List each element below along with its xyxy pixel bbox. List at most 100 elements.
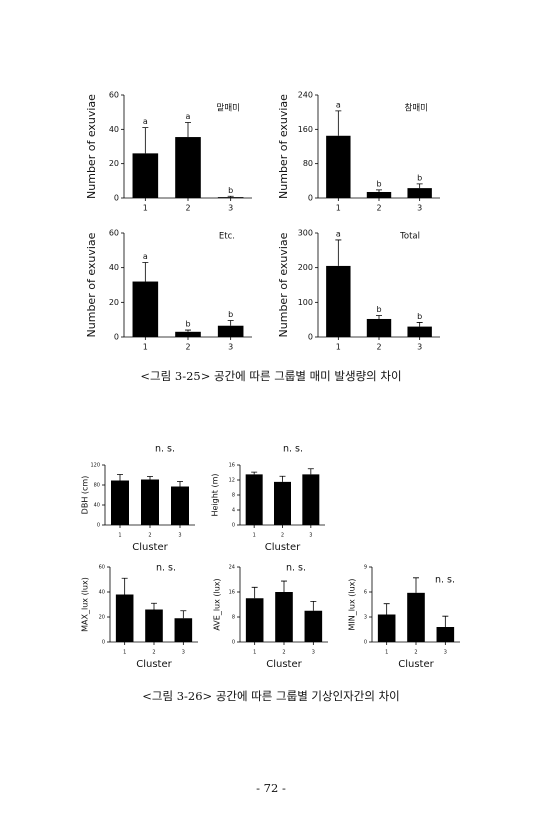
y-tick-label: 8 [232, 615, 235, 621]
error-bar [117, 474, 123, 481]
x-tick-label: 3 [312, 650, 315, 656]
chart-label: n. s. [435, 575, 455, 586]
x-tick-label: 1 [385, 650, 388, 656]
x-tick-label: 2 [148, 533, 151, 539]
significance-letter: b [228, 310, 233, 319]
x-tick-label: 1 [123, 650, 126, 656]
chart-label: n. s. [155, 444, 175, 455]
x-tick-label: 3 [444, 650, 447, 656]
y-tick-label: 80 [94, 483, 100, 489]
error-bar [151, 602, 157, 610]
y-tick-label: 40 [109, 263, 119, 272]
y-tick-label: 20 [109, 298, 119, 307]
significance-letter: b [376, 179, 381, 188]
x-tick-label: 2 [185, 343, 190, 352]
error-bar [227, 320, 234, 326]
error-bar [413, 577, 419, 593]
bar [132, 153, 159, 198]
y-tick-label: 0 [308, 333, 313, 342]
significance-letter: a [143, 252, 148, 261]
x-tick-label: 1 [253, 533, 256, 539]
bar [132, 281, 159, 337]
chart-label: 말매미 [217, 103, 240, 114]
y-tick-label: 160 [298, 125, 313, 134]
bar [407, 188, 432, 198]
bar [217, 325, 244, 337]
bar [245, 598, 264, 642]
x-tick-label: 2 [185, 204, 190, 213]
error-bar [376, 189, 382, 192]
chart-label: n. s. [156, 563, 176, 574]
bar [111, 480, 129, 525]
error-bar [335, 110, 342, 136]
error-bar [147, 476, 153, 480]
error-bar [142, 127, 149, 154]
y-tick-label: 0 [364, 640, 367, 646]
bar [145, 609, 163, 642]
x-tick-label: 3 [178, 533, 181, 539]
y-tick-label: 60 [109, 91, 119, 100]
x-tick-label: 2 [376, 204, 381, 213]
y-tick-label: 20 [99, 615, 105, 621]
bar [302, 474, 320, 525]
y-tick-label: 40 [109, 125, 119, 134]
chart-label: n. s. [286, 563, 306, 574]
y-tick-label: 0 [232, 640, 235, 646]
y-tick-label: 100 [298, 298, 313, 307]
y-tick-label: 60 [109, 229, 119, 238]
error-bar [227, 195, 234, 198]
y-tick-label: 16 [229, 463, 235, 469]
x-axis-title: Cluster [265, 542, 301, 553]
y-axis-title: DBH (cm) [81, 476, 90, 515]
error-bar [121, 577, 128, 595]
error-bar [376, 315, 382, 319]
error-bar [185, 122, 191, 138]
y-tick-label: 16 [229, 590, 235, 596]
y-axis-title: AVE_lux (lux) [213, 578, 222, 630]
bar [407, 592, 425, 642]
y-tick-label: 0 [308, 194, 313, 203]
y-tick-label: 3 [364, 615, 367, 621]
y-tick-label: 0 [97, 523, 100, 529]
bar [326, 265, 351, 337]
chart-label: Total [399, 232, 420, 242]
bar [326, 135, 351, 198]
significance-letter: b [417, 312, 422, 321]
x-axis-title: Cluster [132, 542, 168, 553]
y-axis-title: MIN_lux (lux) [348, 578, 357, 630]
chart-label: 참매미 [405, 104, 428, 114]
x-axis-title: Cluster [136, 659, 172, 670]
bar [141, 479, 159, 525]
x-tick-label: 1 [143, 343, 148, 352]
y-tick-label: 60 [99, 565, 105, 571]
bar [366, 191, 392, 198]
significance-letter: b [228, 186, 233, 195]
error-bar [383, 603, 390, 615]
error-bar [185, 329, 191, 332]
caption: <그림 3-26> 공간에 따른 그룹별 기상인자간의 차이 [142, 689, 399, 703]
bar [115, 594, 134, 642]
y-tick-label: 240 [298, 91, 313, 100]
y-axis-title: Number of exuviae [277, 94, 290, 199]
bar [377, 614, 396, 642]
bar [436, 627, 455, 642]
caption: <그림 3-25> 공간에 따른 그룹별 매미 발생량의 차이 [140, 369, 401, 383]
y-tick-label: 0 [232, 523, 235, 529]
y-tick-label: 0 [114, 333, 119, 342]
y-tick-label: 0 [102, 640, 105, 646]
error-bar [442, 615, 449, 627]
x-tick-label: 3 [309, 533, 312, 539]
y-tick-label: 6 [364, 590, 367, 596]
bar [245, 474, 263, 525]
bar [274, 481, 291, 525]
x-tick-label: 3 [228, 204, 233, 213]
error-bar [416, 322, 423, 327]
x-tick-label: 1 [336, 204, 341, 213]
y-tick-label: 40 [94, 503, 100, 509]
y-tick-label: 24 [229, 565, 235, 571]
bar [275, 592, 293, 642]
x-tick-label: 1 [336, 343, 341, 352]
error-bar [307, 468, 314, 475]
x-tick-label: 2 [376, 343, 381, 352]
